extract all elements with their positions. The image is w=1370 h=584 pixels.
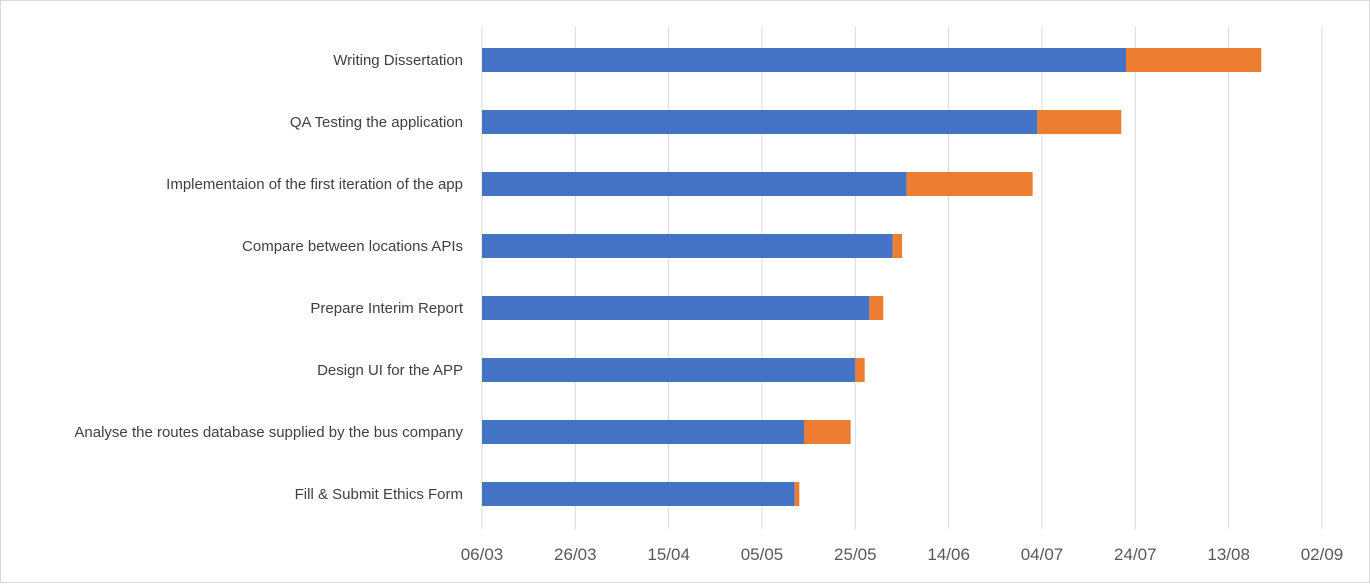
task-label: Implementaion of the first iteration of … — [166, 176, 463, 193]
x-tick-label: 26/03 — [554, 545, 597, 564]
bar-start-offset — [482, 172, 907, 196]
task-label: Design UI for the APP — [317, 362, 463, 379]
bar-duration — [855, 358, 865, 382]
bar-duration — [1037, 110, 1122, 134]
bar-duration — [804, 420, 851, 444]
task-label: Fill & Submit Ethics Form — [295, 486, 463, 503]
task-labels: Writing Dissertation QA Testing the appli… — [74, 52, 463, 503]
x-axis-tick-labels: 06/03 26/03 15/04 05/05 25/05 14/06 04/07 24/07… — [461, 545, 1344, 564]
x-tick-label: 05/05 — [741, 545, 784, 564]
bar-start-offset — [482, 358, 856, 382]
x-tick-label: 04/07 — [1021, 545, 1064, 564]
bar-duration — [794, 482, 800, 506]
task-label: Analyse the routes database supplied by … — [74, 424, 463, 441]
bar-duration — [906, 172, 1033, 196]
x-tick-label: 13/08 — [1207, 545, 1250, 564]
x-tick-label: 14/06 — [927, 545, 970, 564]
bar-start-offset — [482, 482, 795, 506]
bar-start-offset — [482, 420, 804, 444]
x-tick-label: 06/03 — [461, 545, 504, 564]
x-tick-label: 25/05 — [834, 545, 877, 564]
x-tick-label: 02/09 — [1301, 545, 1344, 564]
x-tick-label: 24/07 — [1114, 545, 1157, 564]
gridlines — [481, 27, 1323, 529]
task-label: Writing Dissertation — [333, 52, 463, 69]
task-label: Prepare Interim Report — [310, 300, 463, 317]
bar-start-offset — [482, 110, 1038, 134]
x-tick-label: 15/04 — [647, 545, 690, 564]
bar-start-offset — [482, 296, 870, 320]
bar-duration — [1126, 48, 1262, 72]
bar-duration — [892, 234, 902, 258]
task-label: Compare between locations APIs — [242, 238, 463, 255]
bars — [482, 48, 1262, 506]
bar-start-offset — [482, 234, 893, 258]
bar-duration — [869, 296, 884, 320]
bar-start-offset — [482, 48, 1126, 72]
task-label: QA Testing the application — [290, 114, 463, 131]
